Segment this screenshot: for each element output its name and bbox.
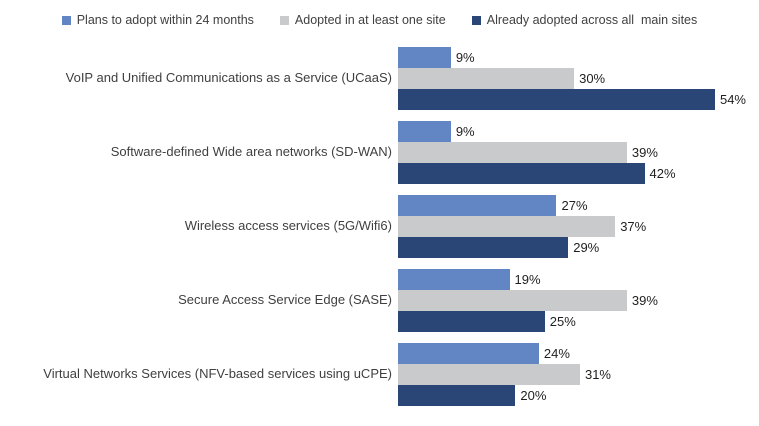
bar-value-label: 9% xyxy=(455,50,475,65)
bar xyxy=(398,89,715,110)
bar-group: Secure Access Service Edge (SASE) 19% 39% 2… xyxy=(0,269,759,332)
bar-group: Wireless access services (5G/Wifi6) 27% 37… xyxy=(0,195,759,258)
bar xyxy=(398,343,539,364)
bar-stack: 24% 31% 20% xyxy=(398,343,759,406)
bar-row: 37% xyxy=(398,216,759,237)
bar xyxy=(398,269,510,290)
bar-value-label: 20% xyxy=(520,388,547,403)
bar-value-label: 9% xyxy=(455,124,475,139)
legend-item: Already adopted across all main sites xyxy=(471,13,698,27)
legend-label: Already adopted across all main sites xyxy=(486,13,698,27)
bar-value-label: 30% xyxy=(579,71,606,86)
bar-value-label: 37% xyxy=(620,219,647,234)
bar-row: 30% xyxy=(398,68,759,89)
bar-stack: 27% 37% 29% xyxy=(398,195,759,258)
bar-value-label: 24% xyxy=(543,346,570,361)
bar-row: 24% xyxy=(398,343,759,364)
category-label: VoIP and Unified Communications as a Ser… xyxy=(65,70,392,86)
bar-row: 42% xyxy=(398,163,759,184)
category-label: Software-defined Wide area networks (SD-… xyxy=(110,144,392,160)
bar-row: 54% xyxy=(398,89,759,110)
bar xyxy=(398,47,451,68)
category-label: Virtual Networks Services (NFV-based ser… xyxy=(43,366,392,382)
bar-row: 25% xyxy=(398,311,759,332)
bar-group: Software-defined Wide area networks (SD-… xyxy=(0,121,759,184)
bar-stack: 9% 39% 42% xyxy=(398,121,759,184)
bar xyxy=(398,142,627,163)
bar-value-label: 31% xyxy=(584,367,611,382)
bar xyxy=(398,68,575,89)
bar-value-label: 42% xyxy=(649,166,676,181)
category-label: Wireless access services (5G/Wifi6) xyxy=(184,218,392,234)
bar xyxy=(398,163,645,184)
legend-swatch-icon xyxy=(61,15,71,25)
bar xyxy=(398,121,451,142)
bar-row: 27% xyxy=(398,195,759,216)
legend-label: Adopted in at least one site xyxy=(294,13,446,27)
bar-group: VoIP and Unified Communications as a Ser… xyxy=(0,47,759,110)
bar-group: Virtual Networks Services (NFV-based ser… xyxy=(0,343,759,406)
bar-row: 19% xyxy=(398,269,759,290)
bar-value-label: 27% xyxy=(561,198,588,213)
legend-swatch-icon xyxy=(279,15,289,25)
legend: Plans to adopt within 24 months Adopted i… xyxy=(0,0,759,30)
bar xyxy=(398,385,516,406)
legend-item: Adopted in at least one site xyxy=(279,13,446,27)
legend-swatch-icon xyxy=(471,15,481,25)
plot-area: VoIP and Unified Communications as a Ser… xyxy=(0,47,759,406)
bar-stack: 9% 30% 54% xyxy=(398,47,759,110)
bar xyxy=(398,311,545,332)
bar-row: 39% xyxy=(398,142,759,163)
bar-stack: 19% 39% 25% xyxy=(398,269,759,332)
bar-row: 39% xyxy=(398,290,759,311)
bar xyxy=(398,364,580,385)
bar-row: 29% xyxy=(398,237,759,258)
bar-value-label: 25% xyxy=(549,314,576,329)
bar-value-label: 39% xyxy=(631,145,658,160)
legend-item: Plans to adopt within 24 months xyxy=(61,13,254,27)
bar xyxy=(398,290,627,311)
bar xyxy=(398,216,616,237)
bar xyxy=(398,237,569,258)
bar-row: 9% xyxy=(398,121,759,142)
bar-row: 20% xyxy=(398,385,759,406)
bar-row: 9% xyxy=(398,47,759,68)
bar-value-label: 29% xyxy=(573,240,600,255)
bar-value-label: 19% xyxy=(514,272,541,287)
bar-value-label: 39% xyxy=(631,293,658,308)
bar-row: 31% xyxy=(398,364,759,385)
bar xyxy=(398,195,557,216)
legend-label: Plans to adopt within 24 months xyxy=(76,13,254,27)
category-label: Secure Access Service Edge (SASE) xyxy=(178,292,392,308)
bar-value-label: 54% xyxy=(719,92,746,107)
